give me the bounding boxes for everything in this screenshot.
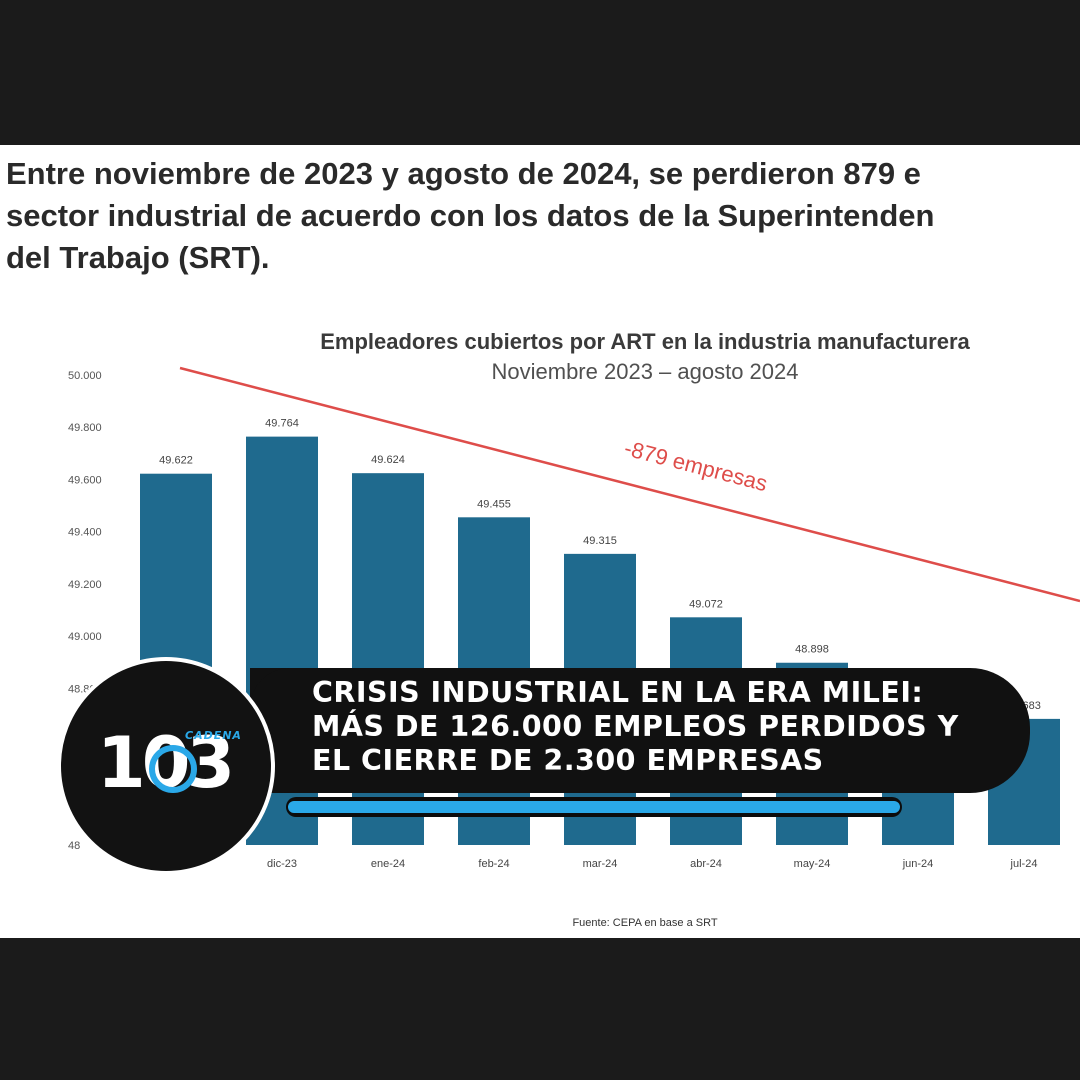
x-tick-label: ene-24 <box>371 858 405 870</box>
x-tick-label: feb-24 <box>478 858 509 870</box>
chart-title: Empleadores cubiertos por ART en la indu… <box>320 329 970 354</box>
logo-subtitle: CADENA <box>185 729 242 742</box>
article-headline: Entre noviembre de 2023 y agosto de 2024… <box>6 156 935 275</box>
bar-value-label: 49.624 <box>371 454 405 466</box>
x-axis: dic-23 ene-24 feb-24 mar-24 abr-24 may-24 jun-… <box>267 858 1037 870</box>
cadena-103-logo: 103 CADENA <box>57 657 275 875</box>
source-note: Fuente: CEPA en base a SRT <box>572 917 717 929</box>
y-tick-label: 49.400 <box>68 527 102 539</box>
bar-value-label: 48.898 <box>795 644 829 656</box>
y-tick-label: 49.800 <box>68 422 102 434</box>
y-tick-label: 49.200 <box>68 579 102 591</box>
x-tick-label: abr-24 <box>690 858 722 870</box>
bar-value-label: 49.764 <box>265 418 299 430</box>
x-tick-label: jun-24 <box>902 858 934 870</box>
banner-title: CRISIS INDUSTRIAL EN LA ERA MILEI: MÁS D… <box>312 676 959 777</box>
bar-value-label: 49.072 <box>689 598 723 610</box>
banner-underline <box>288 801 900 813</box>
y-tick-label: 48 <box>68 840 80 852</box>
y-tick-label: 50.000 <box>68 370 102 382</box>
bar-value-label: 49.315 <box>583 535 617 547</box>
x-tick-label: jul-24 <box>1010 858 1038 870</box>
trend-line <box>179 366 1080 603</box>
y-tick-label: 49.600 <box>68 474 102 486</box>
bar-value-label: 49.455 <box>477 498 511 510</box>
y-tick-label: 49.000 <box>68 631 102 643</box>
headline-banner <box>250 668 1030 793</box>
bottom-letterbox <box>0 938 1080 1080</box>
x-tick-label: dic-23 <box>267 858 297 870</box>
chart-subtitle: Noviembre 2023 – agosto 2024 <box>492 359 799 384</box>
bar-value-label: 49.622 <box>159 455 193 467</box>
x-tick-label: may-24 <box>794 858 831 870</box>
x-tick-label: mar-24 <box>583 858 618 870</box>
logo-ring-icon <box>149 745 197 793</box>
top-letterbox <box>0 0 1080 145</box>
